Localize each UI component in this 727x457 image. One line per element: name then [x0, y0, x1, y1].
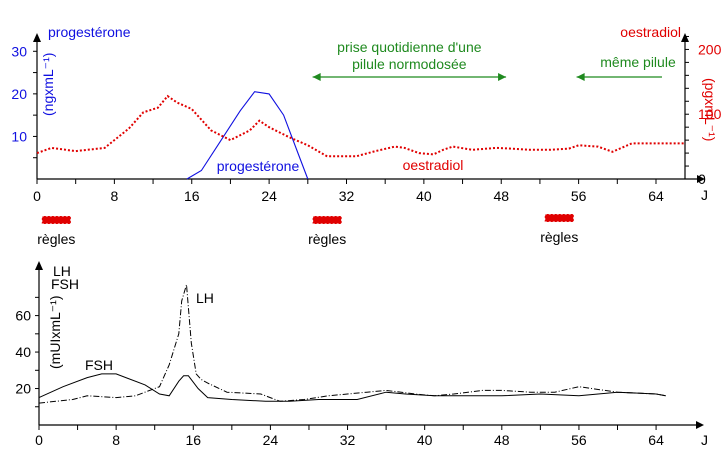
x-axis-arrow	[697, 175, 705, 183]
fsh-line	[38, 373, 666, 402]
x-tick-label: 32	[340, 432, 356, 448]
x-tick-label: 8	[112, 432, 120, 448]
regles-marker	[312, 216, 342, 224]
x-tick-label: 24	[263, 432, 279, 448]
right-tick-label: 200	[698, 41, 722, 57]
lh-curve-label: LH	[196, 290, 214, 306]
y-tick-label: 60	[15, 308, 31, 324]
pill-period-arrowhead-right	[498, 73, 507, 81]
right-axis-title: oestradiol	[620, 24, 681, 40]
left-axis-title: progestérone	[48, 24, 131, 40]
left-tick-label: 20	[11, 86, 27, 102]
right-axis-unit: (pgxmL⁻¹)	[702, 78, 718, 141]
right-y-axis-arrow	[681, 33, 689, 42]
x-unit-label: J	[701, 187, 708, 203]
x-tick-label: 0	[33, 188, 41, 204]
regles-label: règles	[37, 231, 75, 247]
same-pill-annotation: même pilule	[600, 54, 676, 70]
y-tick-label: 40	[15, 344, 31, 360]
x-tick-label: 64	[648, 432, 664, 448]
y-tick-label: 20	[15, 381, 31, 397]
regles-marker	[41, 216, 71, 224]
top-chart: 0 8 16 24 32 40 48 56 64 J 10 20 30 progestérone (ngxm…	[11, 24, 721, 247]
left-axis-unit: (ngxmL⁻¹)	[40, 53, 56, 116]
x-tick-label: 56	[571, 188, 587, 204]
same-pill-arrowhead	[576, 73, 585, 81]
regles-marker-pattern	[544, 213, 575, 223]
y-axis-unit: (mUIxmL⁻¹)	[47, 296, 63, 370]
x-tick-label: 16	[184, 188, 200, 204]
x-tick-label: 56	[571, 432, 587, 448]
pill-period-arrowhead-left	[312, 73, 321, 81]
left-tick-label: 30	[11, 43, 27, 59]
pill-annotation-line1: prise quotidienne d'une	[337, 39, 482, 55]
x-unit-label: J	[701, 432, 708, 448]
x-tick-label: 64	[648, 188, 664, 204]
x-tick-label: 32	[339, 188, 355, 204]
progesterone-curve-label: progestérone	[217, 158, 300, 174]
regles-label: règles	[540, 229, 578, 245]
x-tick-label: 8	[110, 188, 118, 204]
regles-marker	[544, 214, 574, 222]
x-tick-label: 40	[417, 432, 433, 448]
y-axis-title-lh: LH	[53, 263, 71, 279]
oestradiol-curve-label: oestradiol	[403, 157, 464, 173]
right-tick-label: 0	[698, 171, 706, 187]
x-tick-label: 0	[35, 432, 43, 448]
left-tick-label: 10	[11, 128, 27, 144]
progesterone-line	[186, 91, 309, 180]
x-tick-label: 48	[494, 432, 510, 448]
x-tick-label: 40	[416, 188, 432, 204]
regles-label: règles	[308, 231, 346, 247]
x-tick-label: 16	[185, 432, 201, 448]
y-axis-title-fsh: FSH	[51, 276, 79, 292]
x-tick-label: 48	[493, 188, 509, 204]
fsh-curve-label: FSH	[85, 357, 113, 373]
x-axis-arrow	[696, 421, 704, 429]
left-y-axis-arrow	[33, 33, 41, 42]
pill-annotation-line2: pilule normodosée	[352, 56, 467, 72]
oestradiol-line	[36, 94, 685, 158]
y-axis-arrow	[35, 261, 43, 270]
x-tick-label: 24	[261, 188, 277, 204]
regles-marker-pattern	[41, 215, 72, 225]
right-tick-label: 100	[698, 106, 722, 122]
lh-line	[38, 284, 666, 404]
regles-marker-pattern	[312, 215, 343, 225]
